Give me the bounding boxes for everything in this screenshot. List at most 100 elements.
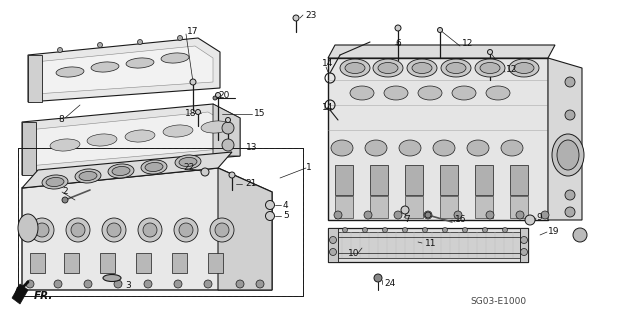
Text: SG03-E1000: SG03-E1000 <box>470 298 526 307</box>
Circle shape <box>525 215 535 225</box>
Circle shape <box>520 249 527 256</box>
Circle shape <box>364 211 372 219</box>
Polygon shape <box>28 112 232 166</box>
Text: 12: 12 <box>506 65 517 75</box>
Circle shape <box>334 211 342 219</box>
Bar <box>405 196 423 218</box>
Ellipse shape <box>141 160 167 174</box>
Text: 22: 22 <box>183 162 195 172</box>
Text: 3: 3 <box>125 280 131 290</box>
Circle shape <box>293 15 299 21</box>
Circle shape <box>422 227 428 233</box>
Circle shape <box>383 227 387 233</box>
Ellipse shape <box>365 140 387 156</box>
Circle shape <box>395 25 401 31</box>
Polygon shape <box>328 45 555 58</box>
Ellipse shape <box>486 86 510 100</box>
Circle shape <box>573 228 587 242</box>
Circle shape <box>483 227 488 233</box>
Circle shape <box>454 211 462 219</box>
Ellipse shape <box>75 169 101 183</box>
Circle shape <box>26 280 34 288</box>
Ellipse shape <box>418 86 442 100</box>
Bar <box>100 253 115 273</box>
Polygon shape <box>22 168 272 290</box>
Bar <box>172 253 187 273</box>
Text: 17: 17 <box>187 27 198 36</box>
Polygon shape <box>520 228 528 262</box>
Circle shape <box>225 117 230 122</box>
Text: 8: 8 <box>58 115 64 124</box>
Ellipse shape <box>91 62 119 72</box>
Circle shape <box>107 223 121 237</box>
Text: 12: 12 <box>462 40 474 48</box>
Ellipse shape <box>175 155 201 169</box>
Circle shape <box>403 227 408 233</box>
Circle shape <box>144 280 152 288</box>
Ellipse shape <box>179 158 197 167</box>
Text: 21: 21 <box>245 180 257 189</box>
Circle shape <box>195 109 200 115</box>
Text: 4: 4 <box>283 201 289 210</box>
Circle shape <box>143 223 157 237</box>
Circle shape <box>66 218 90 242</box>
Ellipse shape <box>46 177 64 187</box>
Ellipse shape <box>373 59 403 77</box>
Ellipse shape <box>163 125 193 137</box>
Bar <box>136 253 151 273</box>
Polygon shape <box>22 104 240 175</box>
Polygon shape <box>218 168 272 290</box>
Text: 14: 14 <box>322 60 333 69</box>
Text: 20: 20 <box>218 92 229 100</box>
Circle shape <box>565 110 575 120</box>
Ellipse shape <box>125 130 155 142</box>
Circle shape <box>520 236 527 243</box>
Circle shape <box>362 227 367 233</box>
Text: 5: 5 <box>283 211 289 220</box>
Polygon shape <box>22 122 36 175</box>
Circle shape <box>438 27 442 33</box>
Circle shape <box>374 274 382 282</box>
Bar <box>208 253 223 273</box>
Circle shape <box>502 227 508 233</box>
Text: 1: 1 <box>306 164 312 173</box>
Ellipse shape <box>126 58 154 68</box>
Circle shape <box>488 49 493 55</box>
Bar <box>18 148 303 296</box>
Polygon shape <box>28 55 42 102</box>
Bar <box>510 165 528 195</box>
Ellipse shape <box>475 59 505 77</box>
Circle shape <box>565 77 575 87</box>
Ellipse shape <box>161 53 189 63</box>
Ellipse shape <box>399 140 421 156</box>
Circle shape <box>174 280 182 288</box>
Ellipse shape <box>108 164 134 178</box>
Bar <box>440 196 458 218</box>
Text: 16: 16 <box>455 216 467 225</box>
Text: 10: 10 <box>348 249 360 258</box>
Ellipse shape <box>378 63 398 73</box>
Bar <box>30 253 45 273</box>
Circle shape <box>463 227 467 233</box>
Ellipse shape <box>42 175 68 189</box>
Ellipse shape <box>552 134 584 176</box>
Circle shape <box>342 227 348 233</box>
Circle shape <box>114 280 122 288</box>
Ellipse shape <box>79 172 97 181</box>
Ellipse shape <box>501 140 523 156</box>
Ellipse shape <box>340 59 370 77</box>
Text: 2: 2 <box>62 188 68 197</box>
Ellipse shape <box>467 140 489 156</box>
Circle shape <box>201 168 209 176</box>
Text: 23: 23 <box>305 11 316 19</box>
Circle shape <box>330 236 337 243</box>
Ellipse shape <box>384 86 408 100</box>
Ellipse shape <box>480 63 500 73</box>
Ellipse shape <box>350 86 374 100</box>
Polygon shape <box>328 228 338 262</box>
Ellipse shape <box>514 63 534 73</box>
Text: 11: 11 <box>425 239 436 248</box>
Circle shape <box>216 93 221 98</box>
Circle shape <box>35 223 49 237</box>
Circle shape <box>565 207 575 217</box>
